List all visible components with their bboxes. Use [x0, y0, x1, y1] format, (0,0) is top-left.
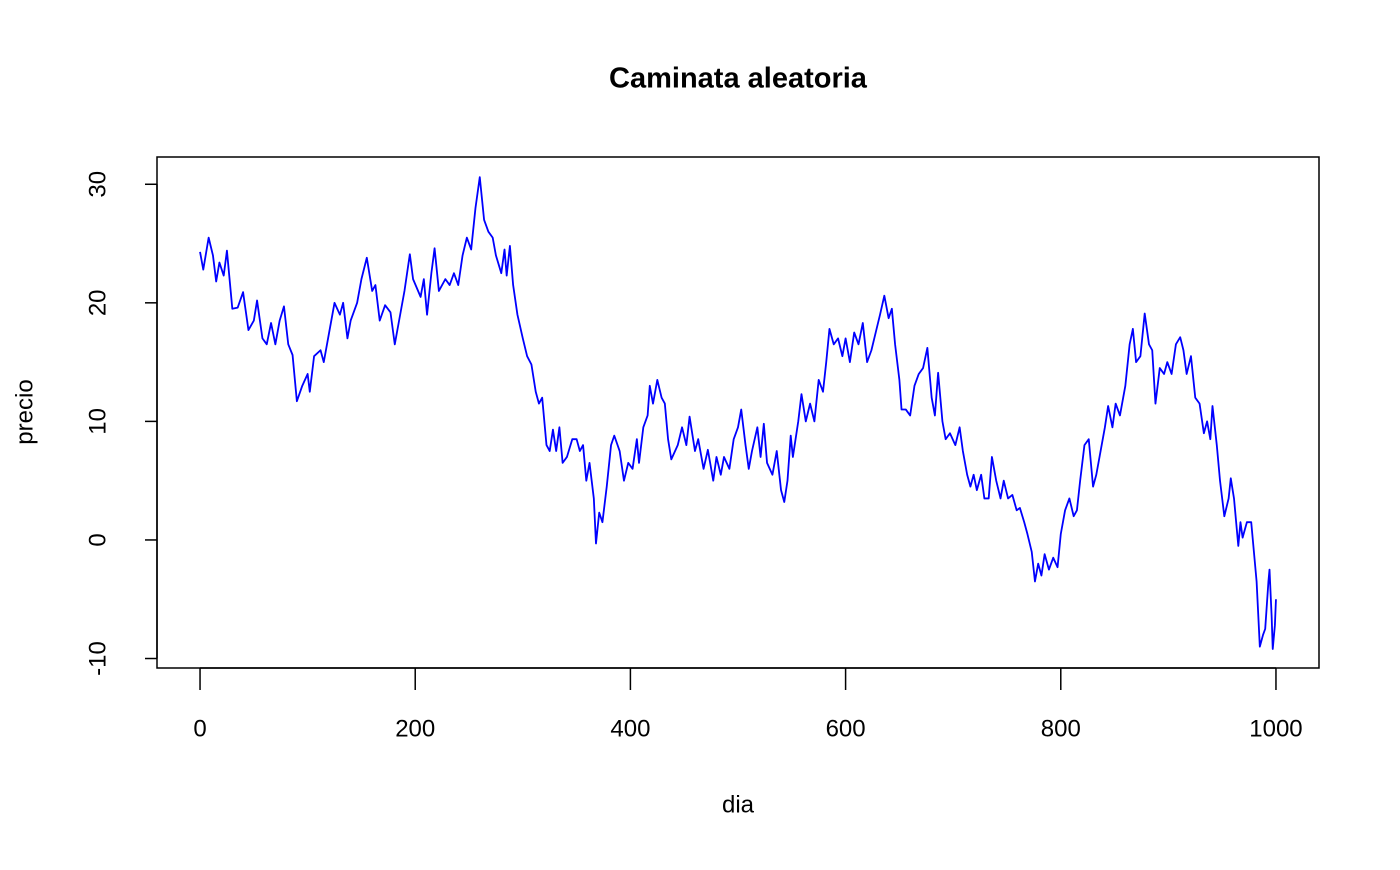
x-tick-label: 800	[1041, 715, 1081, 742]
x-tick-label: 0	[193, 715, 206, 742]
x-tick-label: 600	[826, 715, 866, 742]
y-tick-label: 0	[84, 533, 111, 546]
x-axis-label: dia	[722, 791, 755, 818]
chart-title: Caminata aleatoria	[609, 63, 868, 95]
y-tick-label: 30	[84, 171, 111, 198]
data-line	[199, 176, 1277, 650]
x-tick-label: 400	[610, 715, 650, 742]
y-tick-label: 10	[84, 408, 111, 435]
x-tick-label: 200	[395, 715, 435, 742]
x-tick-label: 1000	[1249, 715, 1302, 742]
y-tick-label: 20	[84, 289, 111, 316]
y-tick-label: -10	[84, 641, 111, 676]
plot-box	[156, 156, 1320, 669]
y-axis-label: precio	[11, 379, 38, 444]
